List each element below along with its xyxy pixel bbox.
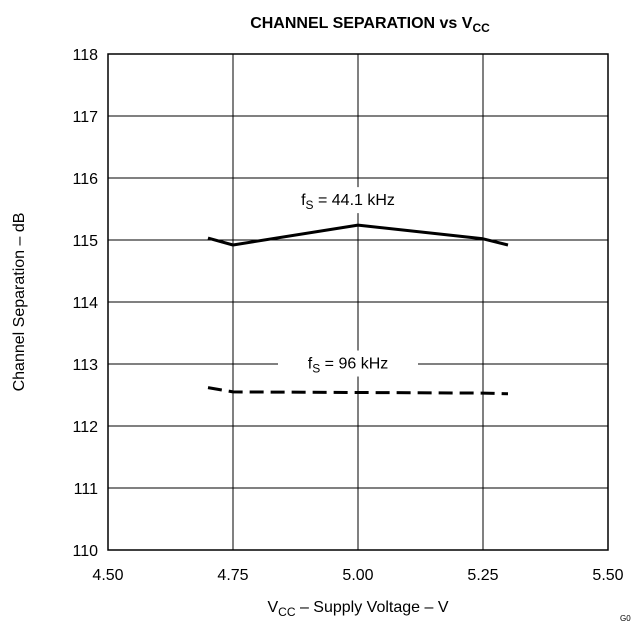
y-axis-label: Channel Separation – dB <box>11 213 28 392</box>
y-tick-label: 114 <box>72 295 98 312</box>
x-tick-labels: 4.50 4.75 5.00 5.25 5.50 <box>92 567 623 584</box>
series-labels: fS = 44.1 kHz fS = 96 kHz <box>268 187 428 377</box>
series-label-1: fS = 96 kHz <box>308 356 389 376</box>
x-tick-label: 5.25 <box>467 567 498 584</box>
y-tick-label: 117 <box>72 109 98 126</box>
y-tick-label: 113 <box>72 357 98 374</box>
chart-title-sub: CC <box>472 21 490 35</box>
y-tick-label: 118 <box>72 47 98 64</box>
series-lines <box>207 223 509 396</box>
x-tick-label: 4.50 <box>92 567 123 584</box>
y-tick-label: 112 <box>72 419 98 436</box>
chart-title: CHANNEL SEPARATION vs VCC <box>250 15 490 35</box>
corner-label: G0 <box>620 614 631 623</box>
x-axis-label: VCC – Supply Voltage – V <box>267 599 448 619</box>
series-label-bg <box>268 187 428 214</box>
series-line-0 <box>207 223 509 247</box>
chart-title-main: CHANNEL SEPARATION vs V <box>250 15 473 32</box>
grid-lines <box>107 53 609 551</box>
y-tick-label: 115 <box>72 233 98 250</box>
y-tick-label: 110 <box>72 543 98 560</box>
series-line-1 <box>207 386 509 396</box>
x-axis-label-rest: – Supply Voltage – V <box>296 599 449 616</box>
x-tick-label: 5.50 <box>592 567 623 584</box>
series-label-bg <box>278 350 418 377</box>
series-label-0: fS = 44.1 kHz <box>301 192 395 212</box>
x-axis-label-sub: CC <box>278 605 296 619</box>
x-tick-label: 4.75 <box>217 567 248 584</box>
plot-frame <box>107 53 609 551</box>
y-tick-label: 111 <box>74 481 98 498</box>
y-tick-label: 116 <box>72 171 98 188</box>
y-tick-labels: 110 111 112 113 114 115 116 117 118 <box>72 47 98 560</box>
x-axis-label-main: V <box>267 599 278 616</box>
x-tick-label: 5.00 <box>342 567 373 584</box>
